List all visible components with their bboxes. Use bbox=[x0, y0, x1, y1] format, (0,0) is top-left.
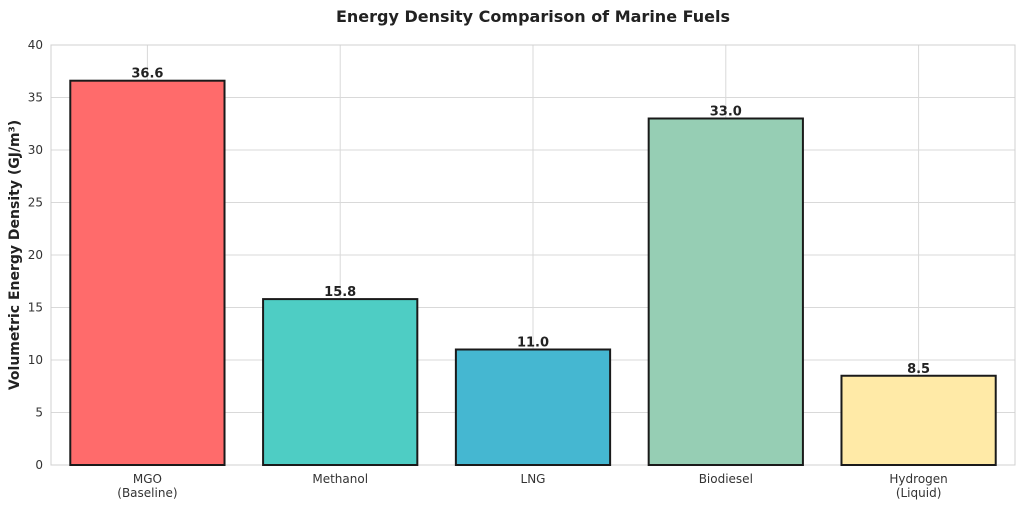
bar bbox=[840, 374, 997, 466]
x-tick-label: MGO (Baseline) bbox=[117, 472, 177, 500]
x-tick-label: Biodiesel bbox=[699, 472, 753, 486]
data-labels: 36.6 15.8 11.0 33.0 8.5 bbox=[131, 67, 930, 377]
y-ticks: 0 5 10 15 20 25 30 35 40 bbox=[28, 38, 43, 472]
x-tick-label: LNG bbox=[521, 472, 546, 486]
y-tick-label: 10 bbox=[28, 353, 43, 367]
bar bbox=[69, 79, 226, 466]
chart-title: Energy Density Comparison of Marine Fuel… bbox=[336, 7, 730, 26]
y-tick-label: 30 bbox=[28, 143, 43, 157]
y-tick-label: 5 bbox=[35, 406, 43, 420]
bar-value-label: 8.5 bbox=[907, 362, 930, 377]
bar bbox=[262, 298, 419, 466]
y-tick-label: 35 bbox=[28, 91, 43, 105]
y-tick-label: 15 bbox=[28, 301, 43, 315]
bar-value-label: 33.0 bbox=[710, 105, 742, 120]
y-tick-label: 40 bbox=[28, 38, 43, 52]
bar bbox=[647, 117, 804, 466]
x-ticks: MGO (Baseline) Methanol LNG Biodiesel Hydroge… bbox=[117, 472, 948, 500]
y-tick-label: 20 bbox=[28, 248, 43, 262]
x-tick-label: Hydrogen (Liquid) bbox=[889, 472, 947, 500]
y-axis-label: Volumetric Energy Density (GJ/m³) bbox=[7, 120, 23, 390]
bar bbox=[454, 348, 612, 466]
x-tick-label: Methanol bbox=[312, 472, 368, 486]
bar-value-label: 11.0 bbox=[517, 336, 549, 351]
y-tick-label: 0 bbox=[35, 458, 43, 472]
bar-value-label: 15.8 bbox=[324, 285, 356, 300]
bars bbox=[69, 79, 997, 466]
bar-value-label: 36.6 bbox=[131, 67, 163, 82]
y-tick-label: 25 bbox=[28, 196, 43, 210]
